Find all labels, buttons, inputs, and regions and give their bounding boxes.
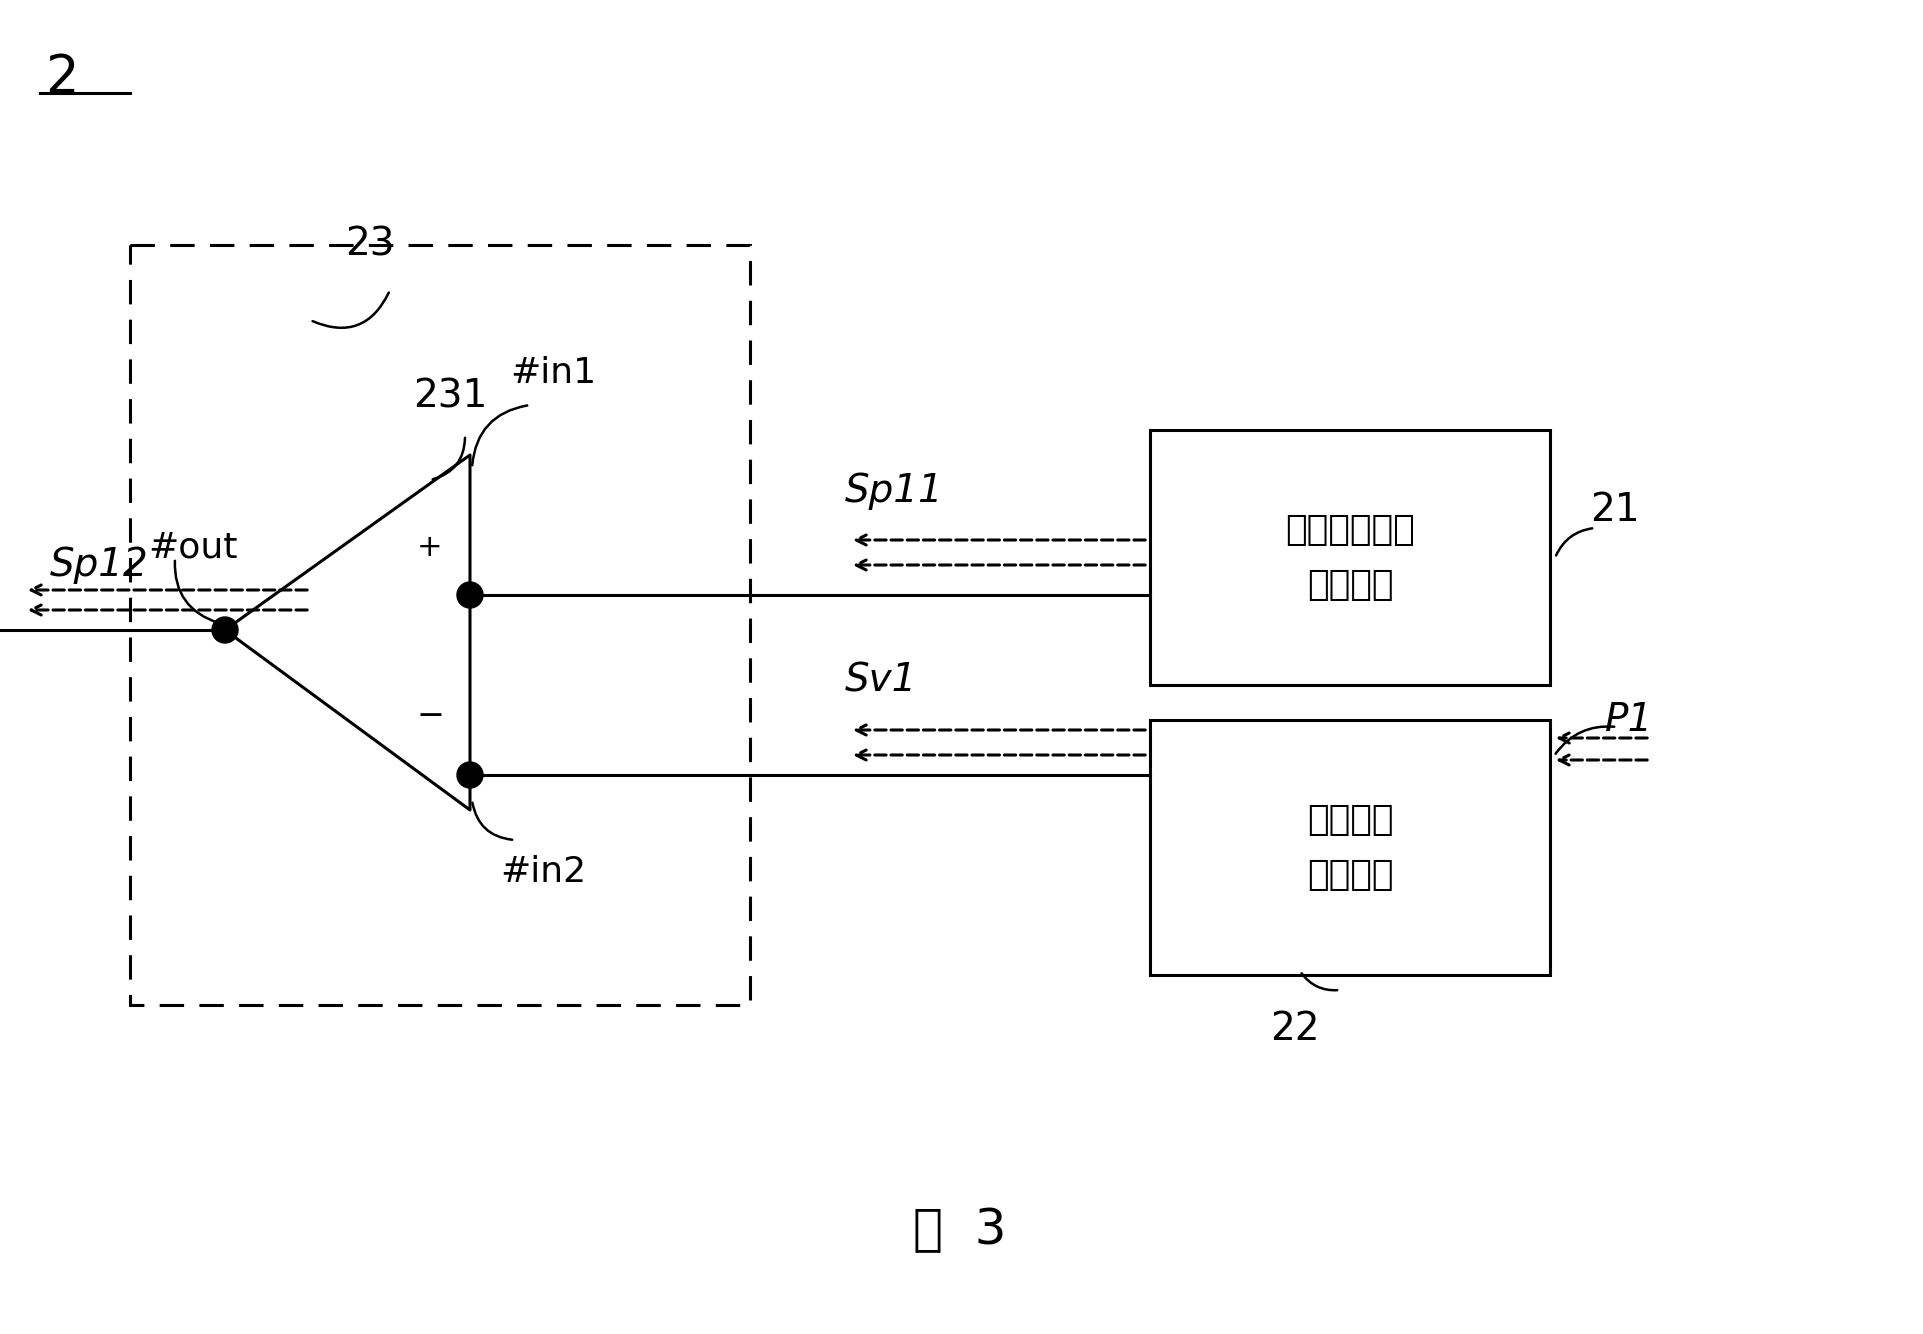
- Circle shape: [212, 618, 238, 643]
- Bar: [1150, 430, 1550, 684]
- Text: 2: 2: [44, 52, 79, 104]
- Bar: [1150, 720, 1550, 975]
- Text: 脉宽调制信号
产生回路: 脉宽调制信号 产生回路: [1285, 512, 1415, 602]
- Text: −: −: [415, 699, 444, 731]
- Circle shape: [458, 582, 483, 608]
- Text: +: +: [417, 534, 442, 562]
- Text: 21: 21: [1590, 491, 1640, 530]
- Text: #in1: #in1: [510, 356, 596, 390]
- Text: #out: #out: [148, 531, 238, 566]
- Text: 23: 23: [346, 225, 394, 263]
- Text: 图  3: 图 3: [913, 1206, 1008, 1254]
- Text: 参考电压
产生回路: 参考电压 产生回路: [1308, 803, 1394, 892]
- Circle shape: [458, 762, 483, 788]
- Text: 231: 231: [413, 378, 487, 415]
- Text: Sp11: Sp11: [844, 472, 944, 510]
- Bar: [131, 245, 750, 1005]
- Text: Sp12: Sp12: [50, 546, 148, 584]
- Text: Sv1: Sv1: [844, 662, 917, 700]
- Text: P1: P1: [1606, 700, 1654, 739]
- Text: #in2: #in2: [500, 855, 587, 888]
- Text: 22: 22: [1271, 1010, 1319, 1049]
